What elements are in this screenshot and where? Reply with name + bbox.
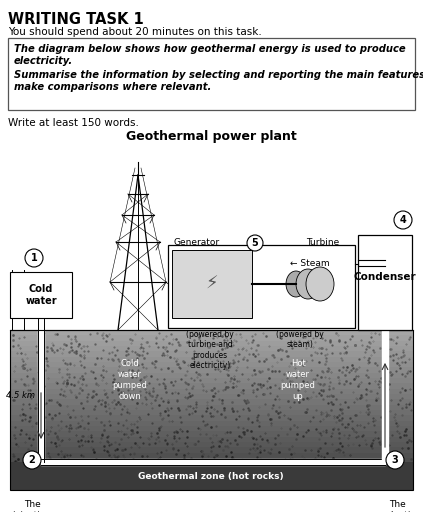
Bar bbox=[10, 335, 413, 340]
Bar bbox=[172, 250, 252, 318]
Bar bbox=[10, 399, 413, 404]
Text: WRITING TASK 1: WRITING TASK 1 bbox=[8, 12, 144, 27]
Bar bbox=[10, 453, 413, 458]
Text: electricity.: electricity. bbox=[14, 56, 73, 66]
Bar bbox=[10, 485, 413, 490]
Bar bbox=[10, 415, 413, 421]
Ellipse shape bbox=[286, 271, 306, 297]
Bar bbox=[10, 410, 413, 415]
Text: ← Steam: ← Steam bbox=[290, 260, 330, 268]
Bar bbox=[10, 272, 72, 318]
Bar bbox=[10, 437, 413, 442]
Bar bbox=[10, 330, 413, 335]
Text: Cold
water
pumped
down: Cold water pumped down bbox=[113, 359, 148, 401]
Bar bbox=[10, 367, 413, 373]
Text: 4: 4 bbox=[400, 215, 407, 225]
Bar bbox=[10, 383, 413, 389]
Bar bbox=[10, 394, 413, 399]
Bar bbox=[8, 38, 415, 110]
Circle shape bbox=[394, 211, 412, 229]
Circle shape bbox=[25, 249, 43, 267]
Text: Geothermal power plant: Geothermal power plant bbox=[126, 130, 297, 143]
Bar bbox=[168, 245, 355, 328]
Bar bbox=[10, 389, 413, 394]
Bar bbox=[10, 421, 413, 426]
Text: 3: 3 bbox=[392, 455, 398, 465]
Circle shape bbox=[23, 451, 41, 469]
Bar bbox=[10, 346, 413, 351]
Text: (powered by
turbine and
produces
electricity): (powered by turbine and produces electri… bbox=[186, 330, 234, 370]
Text: make comparisons where relevant.: make comparisons where relevant. bbox=[14, 82, 211, 92]
Text: Summarise the information by selecting and reporting the main features, and: Summarise the information by selecting a… bbox=[14, 70, 423, 80]
Ellipse shape bbox=[306, 267, 334, 301]
Text: 4.5 km: 4.5 km bbox=[6, 392, 35, 400]
Bar bbox=[10, 442, 413, 447]
Text: You should spend about 20 minutes on this task.: You should spend about 20 minutes on thi… bbox=[8, 27, 262, 37]
Text: ⚡: ⚡ bbox=[206, 275, 218, 293]
Bar bbox=[10, 351, 413, 357]
Bar bbox=[10, 357, 413, 362]
Bar bbox=[10, 426, 413, 431]
Text: Hot
water
pumped
up: Hot water pumped up bbox=[280, 359, 316, 401]
Text: The diagram below shows how geothermal energy is used to produce: The diagram below shows how geothermal e… bbox=[14, 44, 406, 54]
Text: 1: 1 bbox=[30, 253, 37, 263]
Bar bbox=[10, 463, 413, 468]
Circle shape bbox=[247, 235, 263, 251]
Text: Condenser: Condenser bbox=[354, 272, 416, 283]
Bar bbox=[10, 479, 413, 485]
Text: 2: 2 bbox=[29, 455, 36, 465]
Text: 5: 5 bbox=[252, 238, 258, 248]
Bar bbox=[10, 404, 413, 410]
Text: The
production
well: The production well bbox=[373, 500, 421, 512]
Ellipse shape bbox=[296, 269, 320, 299]
Text: The
injection
well: The injection well bbox=[12, 500, 52, 512]
Text: Generator: Generator bbox=[174, 238, 220, 247]
Text: Turbine: Turbine bbox=[306, 238, 339, 247]
Text: Geothermal zone (hot rocks): Geothermal zone (hot rocks) bbox=[138, 472, 284, 480]
Bar bbox=[10, 458, 413, 463]
Bar bbox=[10, 330, 413, 490]
Text: (powered by
steam): (powered by steam) bbox=[276, 330, 324, 349]
Bar bbox=[10, 431, 413, 437]
Bar bbox=[358, 235, 412, 330]
Bar bbox=[10, 362, 413, 367]
Text: Cold
water: Cold water bbox=[25, 284, 57, 306]
Circle shape bbox=[386, 451, 404, 469]
Text: Write at least 150 words.: Write at least 150 words. bbox=[8, 118, 139, 128]
Bar bbox=[10, 468, 413, 474]
Bar bbox=[10, 447, 413, 453]
Bar bbox=[10, 474, 413, 479]
Bar bbox=[10, 378, 413, 383]
Bar bbox=[10, 462, 413, 490]
Bar bbox=[10, 373, 413, 378]
Bar bbox=[10, 340, 413, 346]
